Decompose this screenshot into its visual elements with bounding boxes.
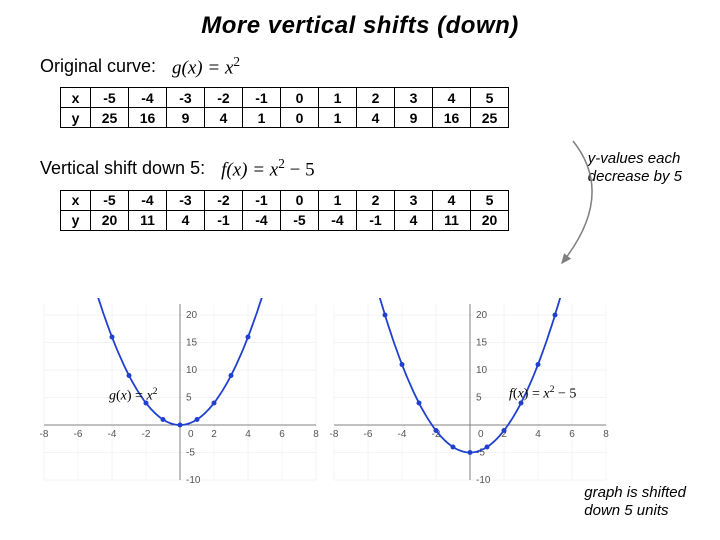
svg-text:15: 15	[186, 338, 198, 349]
svg-text:10: 10	[186, 365, 198, 376]
annotation-graphshift: graph is shifted down 5 units	[584, 484, 686, 520]
svg-text:15: 15	[476, 338, 488, 349]
original-curve-row: Original curve: g(x) = x2	[0, 54, 720, 79]
svg-text:-10: -10	[186, 475, 201, 486]
svg-text:-4: -4	[398, 429, 407, 440]
svg-text:10: 10	[476, 365, 488, 376]
svg-text:6: 6	[569, 429, 575, 440]
svg-text:0: 0	[478, 429, 484, 440]
svg-text:-4: -4	[108, 429, 117, 440]
svg-text:6: 6	[279, 429, 285, 440]
svg-text:-10: -10	[476, 475, 491, 486]
svg-text:2: 2	[211, 429, 217, 440]
original-label: Original curve:	[40, 56, 156, 77]
chart-original: -8-6-4-22468-10-505101520g(x) = x2	[14, 298, 324, 498]
svg-text:-5: -5	[186, 448, 195, 459]
svg-text:20: 20	[476, 310, 488, 321]
svg-text:20: 20	[186, 310, 198, 321]
svg-text:4: 4	[245, 429, 251, 440]
chart-formula-label: f(x) = x2 − 5	[509, 384, 576, 403]
original-formula: g(x) = x2	[172, 54, 240, 79]
svg-text:8: 8	[603, 429, 609, 440]
svg-text:0: 0	[188, 429, 194, 440]
svg-text:-6: -6	[364, 429, 373, 440]
svg-text:5: 5	[186, 393, 192, 404]
svg-text:-8: -8	[330, 429, 339, 440]
svg-text:-6: -6	[74, 429, 83, 440]
arrow-tables	[548, 135, 678, 290]
shift-table: x-5-4-3-2-1012345y20114-1-4-5-4-141120	[60, 190, 509, 231]
original-table: x-5-4-3-2-1012345y251694101491625	[60, 87, 509, 128]
svg-text:-8: -8	[40, 429, 49, 440]
svg-text:-2: -2	[142, 429, 151, 440]
svg-text:5: 5	[476, 393, 482, 404]
chart-formula-label: g(x) = x2	[109, 386, 158, 405]
shift-label: Vertical shift down 5:	[40, 158, 205, 179]
svg-text:4: 4	[535, 429, 541, 440]
shift-formula: f(x) = x2 − 5	[221, 156, 315, 181]
page-title: More vertical shifts (down)	[0, 0, 720, 40]
chart-shifted: -8-6-4-22468-10-505101520f(x) = x2 − 5	[304, 298, 614, 498]
